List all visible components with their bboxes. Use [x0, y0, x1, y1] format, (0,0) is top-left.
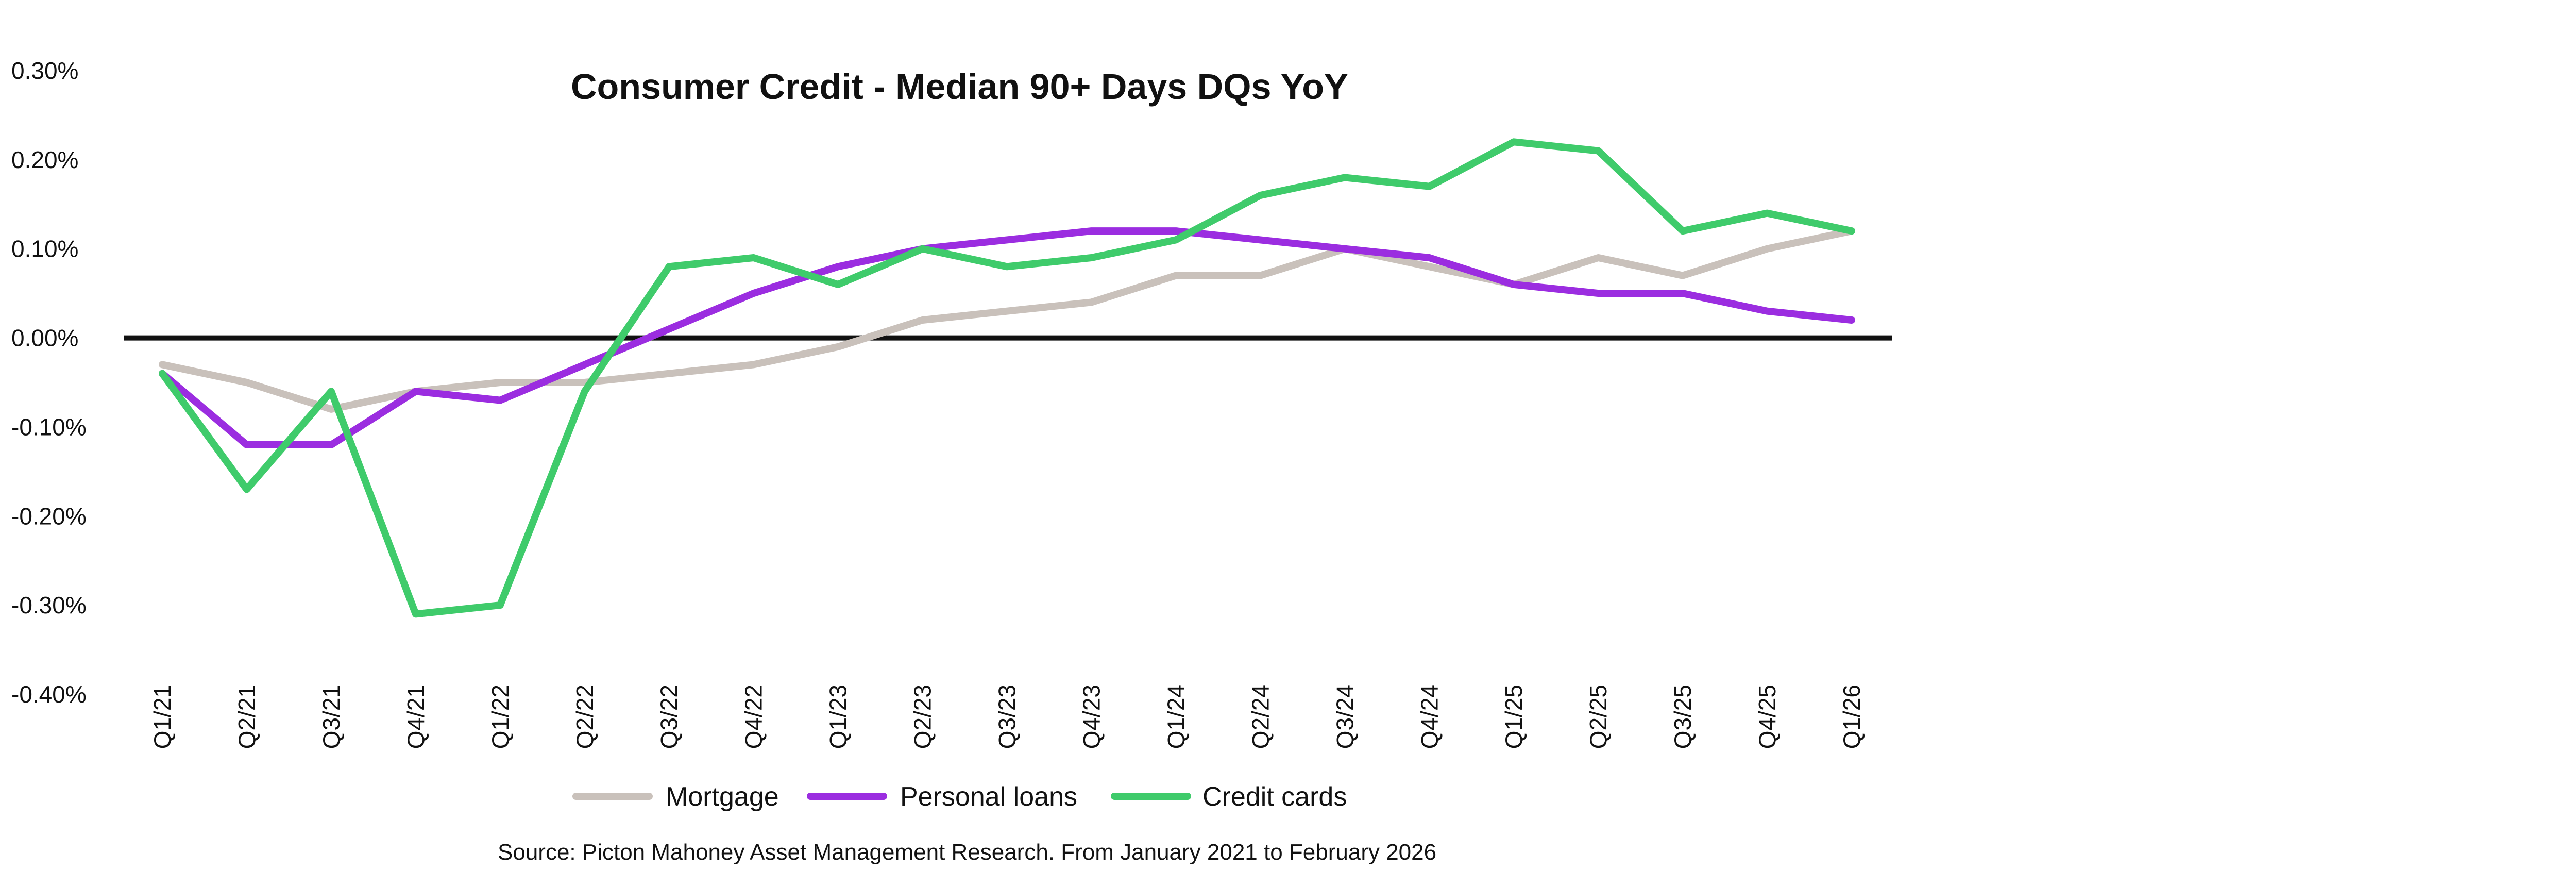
source-note: Source: Picton Mahoney Asset Management …: [498, 840, 1436, 865]
x-tick-label: Q3/24: [1331, 684, 1358, 749]
x-tick-label: Q4/21: [402, 684, 429, 749]
y-tick-label: 0.00%: [11, 325, 78, 352]
x-tick-label: Q2/23: [909, 684, 936, 749]
y-tick-label: -0.30%: [11, 592, 87, 618]
x-tick-label: Q1/25: [1500, 684, 1527, 749]
x-tick-label: Q3/25: [1669, 684, 1696, 749]
x-tick-label: Q1/21: [149, 684, 176, 749]
x-tick-label: Q1/23: [825, 684, 852, 749]
y-tick-label: -0.20%: [11, 503, 87, 529]
legend-label-mortgage: Mortgage: [666, 782, 779, 812]
y-axis: 0.30% 0.20% 0.10% 0.00% -0.10% -0.20% -0.30% -0…: [11, 57, 87, 708]
series-line-personal-loans: [159, 227, 1855, 448]
x-axis: Q1/21 Q2/21 Q3/21 Q4/21 Q1/22 Q2/22 Q3/22 Q4/22…: [149, 684, 1865, 749]
x-tick-label: Q2/24: [1247, 684, 1274, 749]
y-tick-label: -0.40%: [11, 681, 87, 708]
y-tick-label: 0.30%: [11, 57, 78, 84]
x-tick-label: Q3/23: [994, 684, 1021, 749]
chart-title: Consumer Credit - Median 90+ Days DQs Yo…: [571, 66, 1348, 107]
legend: Mortgage Personal loans Credit cards: [572, 782, 1347, 812]
x-tick-label: Q1/24: [1162, 684, 1189, 749]
x-tick-label: Q2/21: [233, 684, 260, 749]
series-lines: [159, 138, 1855, 618]
x-tick-label: Q4/23: [1078, 684, 1105, 749]
x-tick-label: Q3/21: [318, 684, 345, 749]
y-tick-label: 0.10%: [11, 236, 78, 262]
x-tick-label: Q1/26: [1838, 684, 1865, 749]
x-tick-label: Q2/22: [571, 684, 598, 749]
x-tick-label: Q3/22: [656, 684, 683, 749]
x-tick-label: Q4/22: [740, 684, 767, 749]
x-tick-label: Q1/22: [487, 684, 514, 749]
y-tick-label: 0.20%: [11, 146, 78, 173]
x-tick-label: Q4/24: [1416, 684, 1443, 749]
x-tick-label: Q4/25: [1754, 684, 1781, 749]
legend-label-personal-loans: Personal loans: [900, 782, 1077, 812]
series-line-credit-cards: [159, 138, 1855, 618]
y-tick-label: -0.10%: [11, 413, 87, 440]
x-tick-label: Q2/25: [1585, 684, 1612, 749]
legend-label-credit-cards: Credit cards: [1202, 782, 1347, 812]
